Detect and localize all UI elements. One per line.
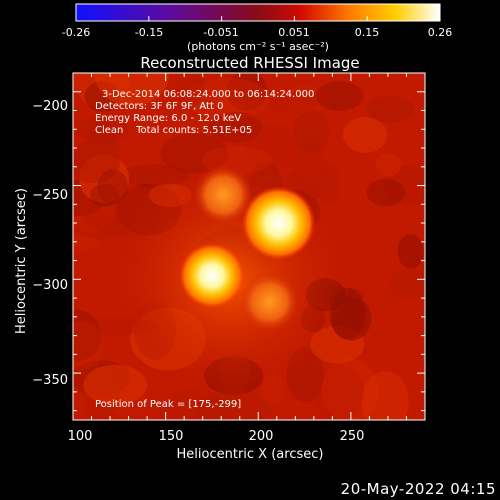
texture-blob [73, 321, 104, 371]
texture-blob [361, 371, 409, 420]
texture-blob [73, 234, 99, 251]
texture-blob [384, 165, 425, 206]
colorbar-gradient [75, 3, 441, 22]
source-blob [193, 165, 253, 225]
x-tick-label: 200 [249, 429, 274, 444]
x-tick-label: 250 [340, 429, 365, 444]
y-tick-label: −250 [32, 188, 68, 203]
texture-blob [195, 390, 273, 420]
timestamp: 20-May-2022 04:15 [340, 480, 496, 498]
texture-blob [73, 309, 102, 362]
colorbar: -0.26 -0.15 -0.051 0.051 0.15 0.26 (phot… [62, 3, 453, 53]
texture-blob [160, 133, 229, 174]
annotation-detectors: Detectors: 3F 6F 9F, Att 0 [95, 101, 223, 112]
annotations: 3-Dec-2014 06:08:24.000 to 06:14:24.000 … [95, 89, 314, 410]
texture-blob [175, 73, 204, 109]
sources [179, 165, 316, 332]
plot-frame [72, 72, 426, 421]
texture-blob [277, 86, 332, 114]
texture-blob [342, 116, 388, 153]
y-axis-label: Heliocentric Y (arcsec) [14, 188, 29, 334]
axis-ticks [72, 72, 425, 420]
y-tick-label: −200 [32, 99, 68, 114]
texture-blob [73, 360, 131, 396]
texture-blob [315, 164, 342, 204]
x-tick-label: 100 [68, 429, 93, 444]
colorbar-tick-label: 0.26 [428, 26, 453, 39]
texture-blob [218, 86, 245, 123]
texture-blob [81, 365, 121, 420]
texture-blob [293, 110, 330, 153]
texture-blob [268, 92, 317, 114]
texture-blob [83, 364, 148, 405]
y-tick-label: −300 [32, 278, 68, 293]
colorbar-tick-label: 0.051 [278, 26, 310, 39]
annotation-counts: Clean Total counts: 5.51E+05 [95, 125, 252, 136]
texture-blob [209, 111, 263, 143]
image-area [73, 73, 425, 420]
texture-blob [321, 358, 379, 420]
texture-blob [243, 123, 303, 172]
colorbar-tick-label: -0.26 [62, 26, 90, 39]
texture-blob [365, 96, 414, 123]
texture-blob [389, 268, 425, 301]
x-tick-label: 150 [159, 429, 184, 444]
annotation-time-range: 3-Dec-2014 06:08:24.000 to 06:14:24.000 [102, 89, 314, 100]
source-blob [241, 186, 316, 260]
plot-title: Reconstructed RHESSI Image [140, 54, 359, 72]
texture-blob [312, 365, 364, 420]
x-axis-label: Heliocentric X (arcsec) [177, 447, 324, 462]
y-tick-label: −350 [32, 373, 68, 388]
texture-blob [186, 77, 270, 121]
texture-blob [375, 153, 402, 177]
texture-blob [366, 178, 406, 207]
texture-blob [397, 234, 424, 269]
texture-blob [158, 389, 232, 420]
colorbar-ticks [75, 16, 441, 21]
source-blob [239, 272, 299, 332]
annotation-energy: Energy Range: 6.0 - 12.0 keV [95, 113, 241, 124]
texture-blob [97, 169, 128, 205]
colorbar-tick-label: 0.15 [355, 26, 380, 39]
colorbar-tick-label: -0.15 [135, 26, 163, 39]
colorbar-tick-label: -0.051 [203, 26, 238, 39]
annotation-peak-position: Position of Peak = [175,-299] [95, 399, 241, 410]
source-blob [179, 243, 245, 309]
texture-blob [226, 73, 268, 111]
colorbar-unit-label: (photons cm⁻² s⁻¹ asec⁻²) [187, 40, 329, 53]
texture-blob [315, 81, 364, 111]
texture-blob [292, 138, 327, 203]
texture-blob [94, 73, 169, 106]
